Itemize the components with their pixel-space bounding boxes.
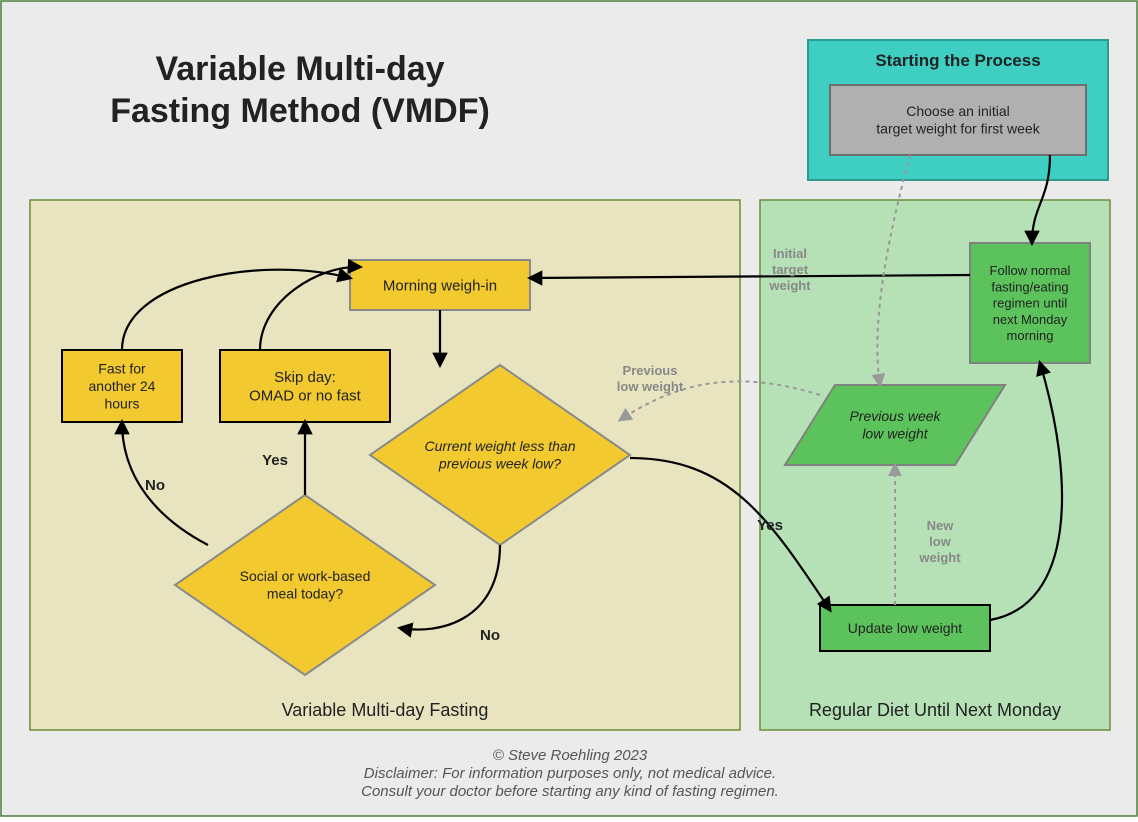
node-follow-text: next Monday xyxy=(993,312,1068,327)
edge-label: No xyxy=(145,477,165,494)
node-follow-text: fasting/eating xyxy=(991,279,1068,294)
node-fast24-text: hours xyxy=(104,395,139,411)
node-follow-text: regimen until xyxy=(993,296,1068,311)
node-decision_weight-text: Current weight less than xyxy=(425,438,576,454)
edge-label: weight xyxy=(918,550,961,565)
node-skip-text: OMAD or no fast xyxy=(249,388,362,405)
node-weighin-text: Morning weigh-in xyxy=(383,277,497,294)
edge-label: Yes xyxy=(757,517,783,534)
zone-right-label: Regular Diet Until Next Monday xyxy=(809,700,1061,720)
edge-label: Yes xyxy=(262,452,288,469)
node-start-text: target weight for first week xyxy=(876,121,1040,137)
edge-label: Initial xyxy=(773,246,807,261)
edge-label: Previous xyxy=(623,363,678,378)
node-skip-text: Skip day: xyxy=(274,369,336,386)
edge-label: low weight xyxy=(617,379,684,394)
footer-line: © Steve Roehling 2023 xyxy=(493,747,648,764)
node-fast24-text: Fast for xyxy=(98,360,146,376)
node-skip xyxy=(220,350,390,422)
title-line1: Variable Multi-day xyxy=(155,50,444,88)
node-update-text: Update low weight xyxy=(848,620,963,636)
node-fast24-text: another 24 xyxy=(89,378,156,394)
node-prev_low-text: low weight xyxy=(862,426,928,442)
node-follow-text: morning xyxy=(1007,328,1054,343)
node-prev_low-text: Previous week xyxy=(849,408,941,424)
node-start-text: Choose an initial xyxy=(906,103,1010,119)
edge-label: No xyxy=(480,627,500,644)
node-decision_social-text: meal today? xyxy=(267,586,343,602)
title-line2: Fasting Method (VMDF) xyxy=(110,92,490,130)
edge-label: weight xyxy=(768,278,811,293)
zone-left-label: Variable Multi-day Fasting xyxy=(282,700,489,720)
edge-label: low xyxy=(929,534,952,549)
node-decision_weight-text: previous week low? xyxy=(438,456,561,472)
edge-label: target xyxy=(772,262,809,277)
node-follow-text: Follow normal xyxy=(990,263,1071,278)
footer-line: Disclaimer: For information purposes onl… xyxy=(364,765,776,782)
start-zone-title: Starting the Process xyxy=(875,51,1040,70)
node-decision_social-text: Social or work-based xyxy=(240,568,371,584)
edge-label: New xyxy=(927,518,955,533)
footer-line: Consult your doctor before starting any … xyxy=(361,783,779,800)
